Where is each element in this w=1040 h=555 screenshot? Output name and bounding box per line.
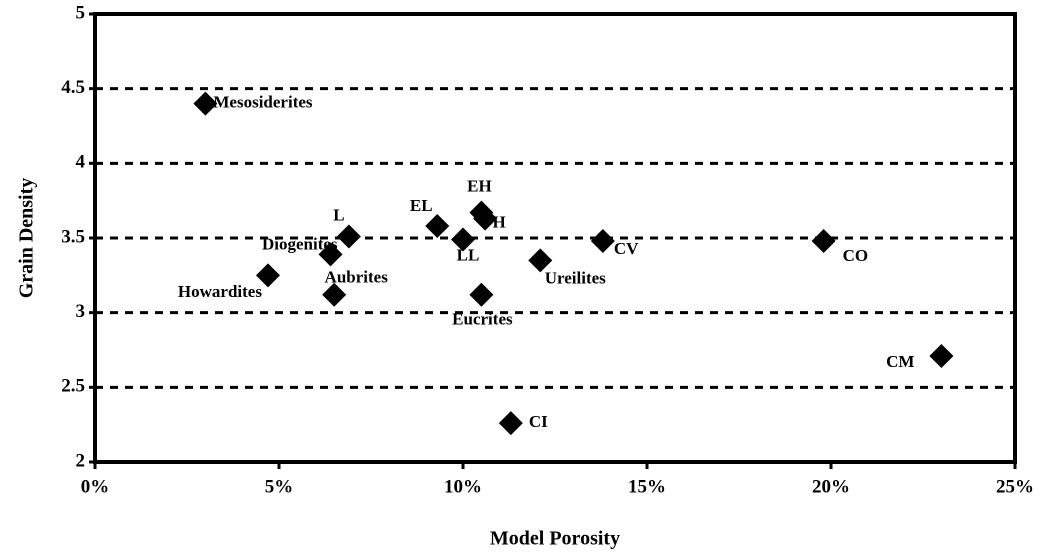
plot-frame — [93, 12, 1017, 464]
point-label: H — [492, 212, 505, 231]
point-label: Diogenites — [262, 234, 338, 253]
y-tick-label: 5 — [76, 2, 86, 23]
marker — [425, 214, 450, 239]
point-label: CI — [529, 412, 548, 431]
y-tick-label: 2.5 — [61, 376, 85, 397]
marker — [498, 411, 523, 436]
point-label: Eucrites — [452, 310, 513, 329]
marker — [318, 242, 343, 267]
point-label: Aubrites — [325, 268, 389, 287]
marker — [811, 228, 836, 253]
x-axis-label: Model Porosity — [490, 528, 620, 550]
point-label: EH — [467, 177, 492, 196]
point-label: CO — [843, 246, 869, 265]
y-tick-label: 3 — [76, 301, 86, 322]
x-tick-label: 10% — [444, 476, 482, 497]
marker — [929, 343, 954, 368]
point-label: LL — [457, 245, 480, 264]
y-tick-label: 4.5 — [61, 77, 85, 98]
marker — [469, 282, 494, 307]
y-axis-label: Grain Density — [16, 178, 38, 299]
x-tick-label: 25% — [996, 476, 1034, 497]
marker — [336, 224, 361, 249]
x-tick-label: 20% — [812, 476, 850, 497]
y-tick-label: 3.5 — [61, 226, 85, 247]
x-tick-label: 5% — [265, 476, 294, 497]
x-tick-label: 15% — [628, 476, 666, 497]
marker — [255, 263, 280, 288]
marker — [590, 228, 615, 253]
point-label: CV — [614, 239, 639, 258]
point-label: CM — [886, 352, 914, 371]
marker — [473, 206, 498, 231]
point-label: Mesosiderites — [213, 93, 313, 112]
marker — [322, 282, 347, 307]
y-tick-label: 4 — [76, 152, 86, 173]
point-label: L — [333, 205, 344, 224]
marker — [193, 91, 218, 116]
point-label: EL — [410, 196, 433, 215]
marker — [528, 248, 553, 273]
point-label: Ureilites — [545, 268, 606, 287]
marker — [451, 227, 475, 252]
y-tick-label: 2 — [76, 450, 86, 471]
point-label: Howardites — [178, 282, 262, 301]
x-tick-label: 0% — [81, 476, 110, 497]
